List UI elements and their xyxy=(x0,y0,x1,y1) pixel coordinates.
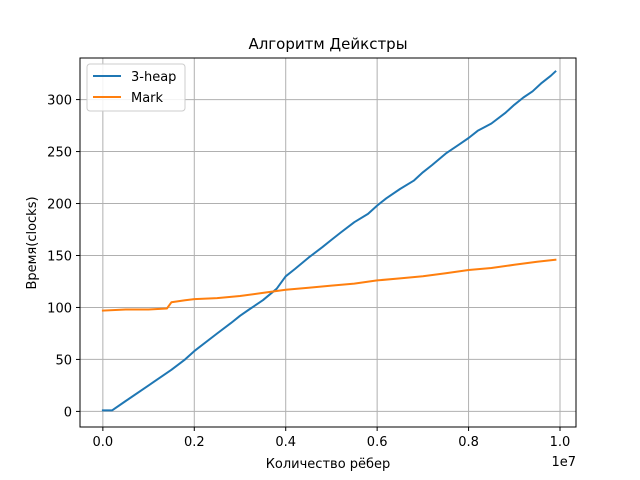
x-tick-label: 0.8 xyxy=(458,435,479,450)
y-tick-label: 50 xyxy=(55,353,72,368)
grid xyxy=(80,58,576,427)
legend: 3-heap Mark xyxy=(86,63,186,112)
x-axis-offset-label: 1e7 xyxy=(551,455,576,470)
y-axis-label: Время(clocks) xyxy=(25,196,40,289)
y-tick-label: 0 xyxy=(64,405,72,420)
x-tick-label: 0.4 xyxy=(275,435,296,450)
legend-label-3-heap: 3-heap xyxy=(131,70,176,85)
y-tick-label: 200 xyxy=(47,198,72,213)
x-axis-label: Количество рёбер xyxy=(266,457,391,472)
y-tick-label: 250 xyxy=(47,146,72,161)
y-tick-label: 100 xyxy=(47,301,72,316)
axis-ticks: 0.0 0.2 0.4 0.6 0.8 1.0 0 50 100 150 200 250 300 xyxy=(47,94,570,450)
series-line-mark xyxy=(101,258,557,312)
legend-label-mark: Mark xyxy=(131,91,164,106)
y-tick-label: 300 xyxy=(47,94,72,109)
chart-title: Алгоритм Дейкстры xyxy=(248,35,407,53)
x-tick-label: 0.2 xyxy=(184,435,205,450)
x-tick-label: 1.0 xyxy=(550,435,571,450)
axes-frame xyxy=(79,57,577,428)
x-tick-label: 0.6 xyxy=(367,435,388,450)
y-tick-label: 150 xyxy=(47,249,72,264)
series-line-3-heap xyxy=(101,70,557,412)
plot-lines xyxy=(101,70,557,412)
x-tick-label: 0.0 xyxy=(93,435,114,450)
